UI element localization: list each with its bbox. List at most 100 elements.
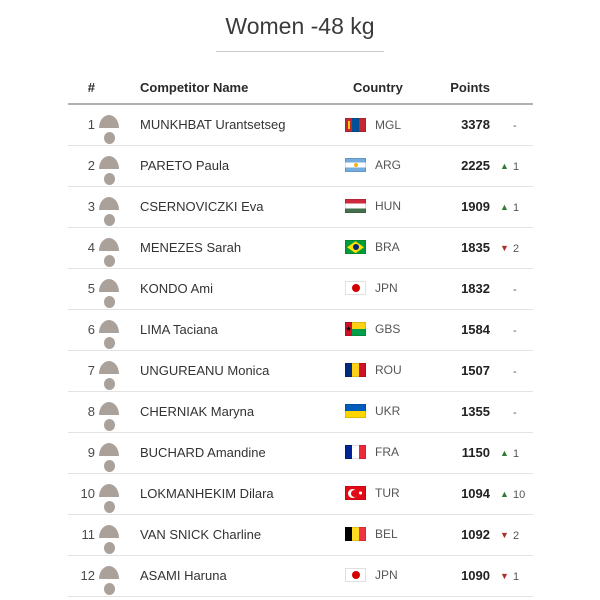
change-value: - (513, 324, 517, 337)
competitor-name: UNGUREANU Monica (140, 363, 270, 378)
points-value: 1355 (461, 404, 490, 419)
table-row[interactable]: 6 LIMA Taciana GBS 1584 - (68, 309, 533, 351)
points-value: 1150 (461, 445, 490, 460)
table-row[interactable]: 1 MUNKHBAT Urantsetseg MGL 3378 - (68, 104, 533, 146)
points-value: 1909 (461, 199, 490, 214)
competitor-name: LIMA Taciana (140, 322, 218, 337)
competitor-name: CHERNIAK Maryna (140, 404, 255, 419)
points-value: 1092 (461, 527, 490, 542)
bel-flag-icon (345, 527, 366, 542)
table-row[interactable]: 10 LOKMANHEKIM Dilara TUR 1094 ▲ 10 (68, 473, 533, 515)
page-header: Women -48 kg (0, 0, 600, 52)
change-arrow-icon: ▼ (500, 570, 509, 581)
table-row[interactable]: 11 VAN SNICK Charline BEL 1092 ▼ 2 (68, 514, 533, 556)
points-value: 1090 (461, 568, 490, 583)
change-arrow-icon: ▼ (500, 529, 509, 540)
rank-number: 2 (87, 158, 95, 173)
rank-number: 12 (80, 568, 95, 583)
change-value: 1 (513, 570, 520, 583)
hun-flag-icon (345, 199, 366, 214)
change-value: - (513, 119, 517, 132)
change-value: - (513, 406, 517, 419)
competitor-name: VAN SNICK Charline (140, 527, 262, 542)
table-row[interactable]: 4 MENEZES Sarah BRA 1835 ▼ 2 (68, 227, 533, 269)
mgl-flag-icon (345, 117, 366, 132)
country-code: UKR (375, 404, 401, 419)
change-arrow-icon: ▲ (500, 201, 509, 212)
rank-number: 5 (87, 281, 95, 296)
header-change (490, 80, 533, 105)
country-code: GBS (375, 322, 401, 337)
fra-flag-icon (345, 445, 366, 460)
rank-number: 1 (87, 117, 95, 133)
table-row[interactable]: 12 ASAMI Haruna JPN 1090 ▼ 1 (68, 555, 533, 597)
rank-number: 3 (87, 199, 95, 214)
change-value: 2 (513, 242, 520, 255)
change-arrow-icon: ▲ (500, 447, 509, 458)
rank-number: 6 (87, 322, 95, 337)
country-code: BEL (375, 527, 398, 542)
points-value: 1094 (461, 486, 490, 501)
points-value: 2225 (461, 158, 490, 173)
competitor-name: LOKMANHEKIM Dilara (140, 486, 274, 501)
table-row[interactable]: 8 CHERNIAK Maryna UKR 1355 - (68, 391, 533, 433)
gbs-flag-icon (345, 322, 366, 337)
change-value: - (513, 283, 517, 296)
jpn-flag-icon (345, 568, 366, 583)
country-code: JPN (375, 568, 398, 583)
arg-flag-icon (345, 158, 366, 173)
points-value: 3378 (461, 117, 490, 133)
points-value: 1584 (461, 322, 490, 337)
page-title: Women -48 kg (216, 13, 384, 52)
header-name: Competitor Name (140, 80, 345, 105)
country-code: JPN (375, 281, 398, 296)
competitor-name: MUNKHBAT Urantsetseg (140, 117, 286, 133)
country-code: MGL (375, 117, 402, 132)
competitor-name: MENEZES Sarah (140, 240, 242, 255)
table-header-row: # Competitor Name Country Points (68, 80, 533, 105)
points-value: 1835 (461, 240, 490, 255)
table-row[interactable]: 2 PARETO Paula ARG 2225 ▲ 1 (68, 145, 533, 187)
competitor-name: CSERNOVICZKI Eva (140, 199, 264, 214)
header-points: Points (418, 80, 490, 105)
change-arrow-icon: ▼ (500, 242, 509, 253)
table-row[interactable]: 5 KONDO Ami JPN 1832 - (68, 268, 533, 310)
country-code: HUN (375, 199, 401, 214)
country-code: ARG (375, 158, 402, 173)
change-value: 1 (513, 201, 520, 214)
jpn-flag-icon (345, 281, 366, 296)
bra-flag-icon (345, 240, 366, 255)
rank-number: 8 (87, 404, 95, 419)
change-value: 2 (513, 529, 520, 542)
header-country: Country (345, 80, 418, 105)
competitor-name: PARETO Paula (140, 158, 230, 173)
ukr-flag-icon (345, 404, 366, 419)
competitor-name: BUCHARD Amandine (140, 445, 266, 460)
rank-number: 10 (80, 486, 95, 501)
competitor-name: ASAMI Haruna (140, 568, 227, 583)
change-value: 1 (513, 160, 520, 173)
points-value: 1507 (461, 363, 490, 378)
country-code: BRA (375, 240, 400, 255)
country-code: ROU (375, 363, 402, 378)
change-value: - (513, 365, 517, 378)
rank-number: 11 (81, 527, 96, 542)
change-arrow-icon: ▲ (500, 160, 509, 171)
table-row[interactable]: 3 CSERNOVICZKI Eva HUN 1909 ▲ 1 (68, 186, 533, 228)
table-row[interactable]: 7 UNGUREANU Monica ROU 1507 - (68, 350, 533, 392)
change-arrow-icon: ▲ (500, 488, 509, 499)
table-row[interactable]: 9 BUCHARD Amandine FRA 1150 ▲ 1 (68, 432, 533, 474)
country-code: TUR (375, 486, 400, 501)
header-rank: # (68, 80, 95, 105)
header-photo (95, 80, 140, 105)
rank-number: 7 (87, 363, 95, 378)
points-value: 1832 (461, 281, 490, 296)
rankings-table: # Competitor Name Country Points 1 MUNKH… (68, 80, 533, 597)
rank-number: 4 (87, 240, 95, 255)
rank-number: 9 (87, 445, 95, 460)
tur-flag-icon (345, 486, 366, 501)
rou-flag-icon (345, 363, 366, 378)
country-code: FRA (375, 445, 399, 460)
change-value: 10 (513, 488, 526, 501)
competitor-name: KONDO Ami (140, 281, 213, 296)
